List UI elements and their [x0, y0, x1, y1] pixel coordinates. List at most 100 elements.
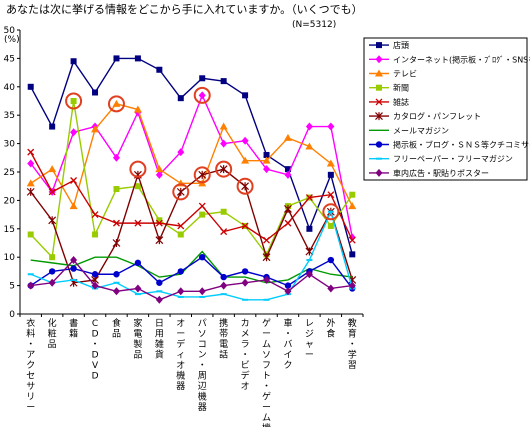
series-line [30, 57, 353, 255]
series-1 [27, 55, 356, 258]
x-category-label: 書籍 [69, 317, 78, 340]
highlight-circle [236, 177, 254, 195]
data-point [27, 281, 35, 290]
data-point [27, 231, 34, 238]
series-5 [27, 148, 356, 244]
data-point [349, 191, 356, 198]
x-category-label: 日用雑貨 [155, 318, 164, 361]
data-point [305, 270, 313, 279]
legend-item: メールマガジン [369, 125, 449, 135]
y-tick-label: 50 [4, 26, 16, 36]
data-point [263, 275, 271, 284]
data-point [27, 159, 35, 168]
legend-label: 雑誌 [393, 97, 409, 107]
data-point [327, 256, 335, 264]
y-tick-label: 5 [9, 282, 15, 292]
data-point [375, 168, 383, 177]
data-point [91, 211, 99, 219]
x-category-label: 化粧品 [48, 317, 57, 350]
data-point [70, 128, 78, 137]
y-tick-label: 0 [9, 310, 15, 320]
y-tick-label: 35 [4, 111, 15, 121]
data-point [241, 136, 249, 145]
data-point [91, 125, 100, 133]
data-point [241, 278, 249, 287]
data-point [26, 187, 35, 196]
y-tick-label: 30 [4, 140, 16, 150]
data-point [48, 188, 56, 196]
legend-item: カタログ・パンフレット [369, 111, 481, 121]
data-point [327, 122, 335, 131]
data-point [262, 253, 271, 262]
data-point [326, 159, 335, 167]
legend-label: カタログ・パンフレット [393, 111, 481, 121]
data-point [198, 287, 206, 296]
data-point [155, 219, 163, 227]
data-point [91, 281, 99, 290]
series-line [30, 209, 353, 301]
data-point [220, 139, 228, 148]
data-point [263, 151, 270, 158]
x-category-label: C D ・ D V D [91, 319, 100, 382]
data-point [220, 208, 227, 215]
data-point [26, 179, 35, 187]
data-point [327, 171, 334, 178]
data-point [349, 251, 356, 258]
data-point [376, 84, 382, 91]
data-point [220, 281, 228, 290]
highlight-circle [65, 92, 83, 110]
data-point [284, 170, 292, 179]
data-point [113, 55, 120, 62]
data-point [113, 271, 120, 278]
data-point [199, 254, 206, 261]
data-point [348, 202, 357, 210]
data-point [177, 148, 185, 157]
y-tick-label: 45 [4, 54, 15, 64]
data-point [70, 58, 77, 65]
x-category-label: 教育・学習 [348, 317, 357, 371]
data-point [112, 153, 120, 162]
data-point [198, 91, 206, 100]
data-point [177, 95, 184, 102]
series-10 [27, 256, 356, 304]
data-point [49, 123, 56, 130]
data-point [48, 165, 57, 173]
data-point [177, 268, 184, 275]
data-point [242, 92, 249, 99]
data-point [284, 282, 292, 289]
x-category-label: 携帯電話 [219, 317, 228, 361]
data-point [348, 236, 356, 244]
data-point [241, 156, 250, 164]
data-point [199, 211, 206, 218]
legend-label: インターネット(掲示板・ﾌﾞﾛｸﾞ・SNSを除く) [393, 54, 530, 64]
y-tick-label: 20 [4, 196, 16, 206]
legend-item: 車内広告・駅貼りポスター [369, 168, 489, 178]
legend-label: テレビ [393, 70, 417, 79]
y-tick-label: 40 [4, 83, 16, 93]
legend-item: 新聞 [369, 83, 409, 93]
series-line [30, 256, 353, 289]
data-point [134, 284, 142, 293]
data-point [306, 225, 313, 232]
data-point [305, 194, 313, 202]
data-point [69, 202, 78, 210]
series-line [30, 103, 353, 208]
data-point [70, 177, 78, 184]
data-point [283, 133, 292, 141]
data-point [155, 236, 164, 245]
data-point [219, 122, 228, 130]
data-point [48, 216, 57, 225]
data-point [133, 105, 142, 113]
data-point [327, 284, 335, 293]
legend-label: 店頭 [393, 40, 409, 50]
data-point [156, 217, 163, 224]
data-point [376, 42, 382, 49]
x-category-label: 車・バイク [283, 317, 292, 371]
data-point [156, 279, 163, 286]
data-point [263, 165, 271, 174]
data-point [134, 183, 141, 190]
data-point [70, 265, 77, 272]
data-point [305, 122, 313, 131]
data-point [198, 170, 207, 179]
